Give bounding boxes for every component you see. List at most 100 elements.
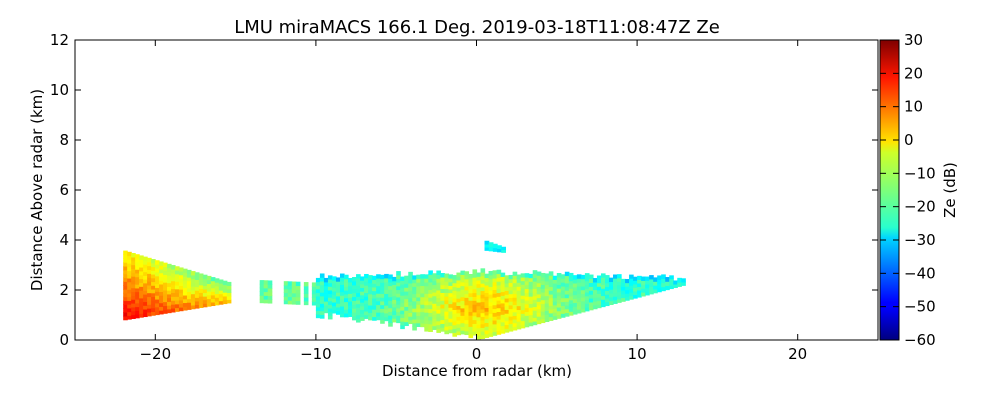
echo-cell (432, 306, 437, 312)
echo-cell (484, 299, 490, 305)
echo-cell (364, 307, 369, 312)
echo-cell (428, 270, 433, 275)
echo-cell (339, 277, 345, 282)
echo-cell (500, 306, 506, 312)
echo-cell (303, 282, 309, 287)
echo-cell (584, 276, 590, 282)
echo-cell (456, 305, 462, 310)
echo-cell (452, 297, 458, 303)
echo-cell (376, 315, 381, 321)
echo-cell (488, 290, 494, 295)
echo-cell (456, 272, 462, 277)
echo-cell (376, 312, 381, 317)
echo-cell (456, 298, 462, 303)
echo-cell (548, 290, 554, 295)
echo-cell (315, 306, 321, 311)
echo-cell (456, 327, 462, 332)
echo-cell (352, 311, 357, 317)
echo-cell (512, 326, 518, 331)
echo-cell (186, 269, 192, 275)
echo-cell (131, 253, 136, 258)
echo-cell (186, 273, 192, 278)
echo-cell (202, 281, 208, 286)
echo-cell (210, 277, 216, 282)
echo-cell (440, 311, 445, 317)
echo-cell (319, 295, 325, 301)
echo-cell (501, 246, 507, 251)
echo-cell (206, 279, 212, 285)
echo-cell (657, 283, 662, 289)
echo-cell (408, 293, 413, 299)
echo-cell (167, 305, 172, 310)
echo-cell (408, 305, 413, 310)
echo-cell (560, 278, 566, 283)
echo-cell (528, 281, 534, 286)
echo-cell (661, 282, 666, 288)
echo-cell (416, 282, 421, 287)
echo-cell (432, 276, 437, 282)
echo-cell (182, 268, 188, 274)
echo-cell (637, 286, 642, 291)
echo-cell (190, 282, 196, 287)
echo-cell (524, 303, 530, 309)
echo-cell (496, 269, 502, 275)
echo-cell (327, 289, 333, 295)
echo-cell (376, 300, 381, 306)
echo-cell (360, 280, 365, 285)
echo-cell (536, 316, 542, 321)
y-tick-label: 4 (59, 231, 69, 249)
echo-cell (127, 311, 132, 316)
echo-cell (331, 298, 337, 303)
echo-cell (151, 259, 156, 264)
echo-cell (464, 315, 470, 321)
echo-cell (182, 276, 188, 281)
echo-cell (669, 285, 674, 290)
echo-cell (143, 279, 148, 284)
echo-cell (356, 274, 361, 279)
echo-cell (436, 324, 441, 330)
echo-cell (155, 283, 160, 288)
colorbar-tick-label: 0 (904, 131, 914, 149)
echo-cell (335, 306, 341, 312)
echo-cell (436, 278, 441, 283)
echo-cell (400, 302, 405, 307)
colorbar-ticks: 30 20 10 0 −10 −20 −30 −40 −50 −60 (880, 31, 936, 349)
echo-cell (127, 304, 132, 309)
echo-cell (259, 280, 265, 285)
echo-cell (194, 297, 200, 302)
echo-cell (444, 296, 449, 301)
echo-cell (167, 271, 172, 276)
echo-cell (440, 319, 445, 324)
echo-cell (468, 326, 474, 331)
echo-cell (464, 293, 470, 298)
echo-cell (588, 286, 594, 291)
echo-cell (520, 324, 526, 329)
echo-cell (412, 315, 417, 320)
echo-cell (532, 284, 538, 289)
echo-cell (388, 315, 393, 320)
echo-cell (159, 287, 164, 292)
echo-cell (287, 292, 293, 297)
echo-cell (364, 277, 369, 282)
echo-cell (600, 288, 606, 293)
echo-cell (564, 297, 570, 302)
echo-cell (127, 263, 132, 268)
echo-cell (564, 305, 570, 310)
echo-cell (516, 286, 522, 291)
echo-cell (452, 317, 458, 322)
echo-cell (372, 290, 377, 295)
echo-cell (476, 335, 482, 340)
echo-cell (480, 268, 486, 273)
echo-cell (536, 278, 542, 284)
echo-cell (163, 270, 168, 275)
echo-cell (151, 292, 156, 298)
echo-cell (348, 304, 353, 310)
echo-cell (600, 295, 606, 300)
echo-cell (135, 280, 140, 285)
echo-cell (364, 288, 369, 294)
echo-cell (376, 278, 381, 283)
echo-cell (432, 325, 437, 330)
echo-cell (352, 277, 357, 282)
echo-cell (339, 295, 345, 300)
echo-cell (131, 295, 136, 300)
